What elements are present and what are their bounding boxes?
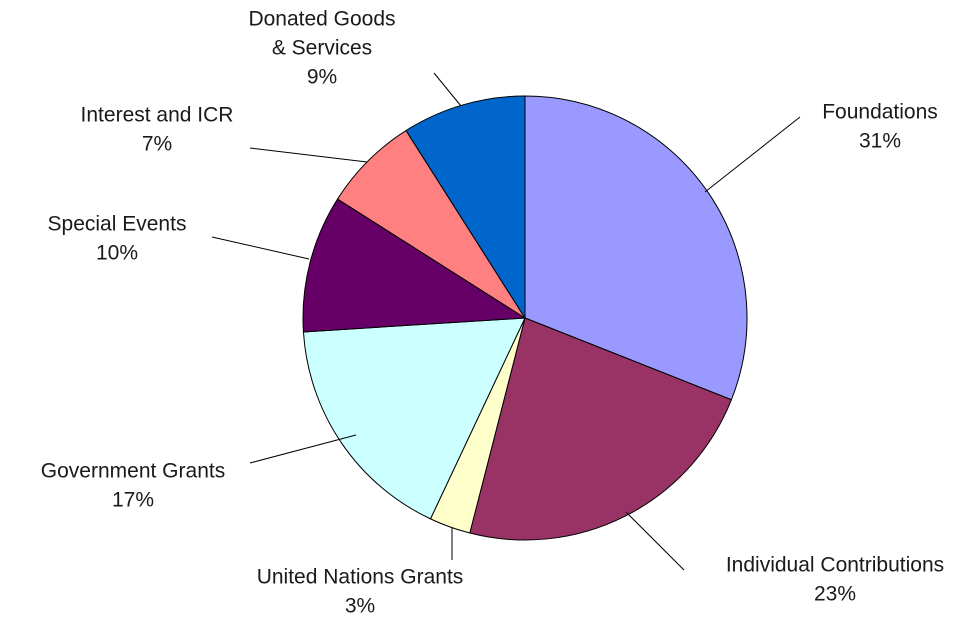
slice-label-government-grants: Government Grants	[41, 460, 225, 483]
leader-line-foundations	[704, 116, 801, 193]
slice-label-foundations: Foundations	[822, 101, 938, 124]
leader-line-government-grants	[249, 434, 357, 464]
slice-foundations	[524, 95, 748, 401]
leader-line-individual-contributions	[625, 511, 685, 571]
slice-label-interest-and-icr: Interest and ICR	[81, 104, 234, 127]
slice-label-united-nations-grants: United Nations Grants	[257, 566, 464, 589]
slice-percent-united-nations-grants: 3%	[345, 595, 375, 618]
slice-special-events	[302, 198, 527, 333]
slice-donated-goods-services	[405, 95, 526, 320]
slice-government-grants	[302, 317, 526, 520]
slice-percent-interest-and-icr: 7%	[142, 133, 172, 156]
slice-percent-government-grants: 17%	[112, 489, 154, 512]
labels-layer: Foundations 31% Individual Contributions 23…	[41, 8, 944, 618]
leader-lines-layer	[211, 72, 801, 571]
slice-percent-foundations: 31%	[859, 130, 901, 153]
slice-percent-donated-goods-services: 9%	[307, 66, 337, 89]
slice-label-individual-contributions: Individual Contributions	[726, 554, 944, 577]
leader-line-interest-and-icr	[249, 147, 368, 163]
leader-line-donated-goods-services	[433, 72, 462, 107]
slice-label-special-events: Special Events	[48, 213, 187, 236]
slice-percent-special-events: 10%	[96, 242, 138, 265]
slices-layer	[302, 95, 748, 541]
slice-percent-individual-contributions: 23%	[814, 583, 856, 606]
slice-label-donated-goods-services: & Services	[272, 37, 372, 60]
leader-line-special-events	[211, 236, 310, 260]
slice-label-donated-goods-services: Donated Goods	[248, 8, 395, 31]
slice-individual-contributions	[469, 317, 733, 541]
